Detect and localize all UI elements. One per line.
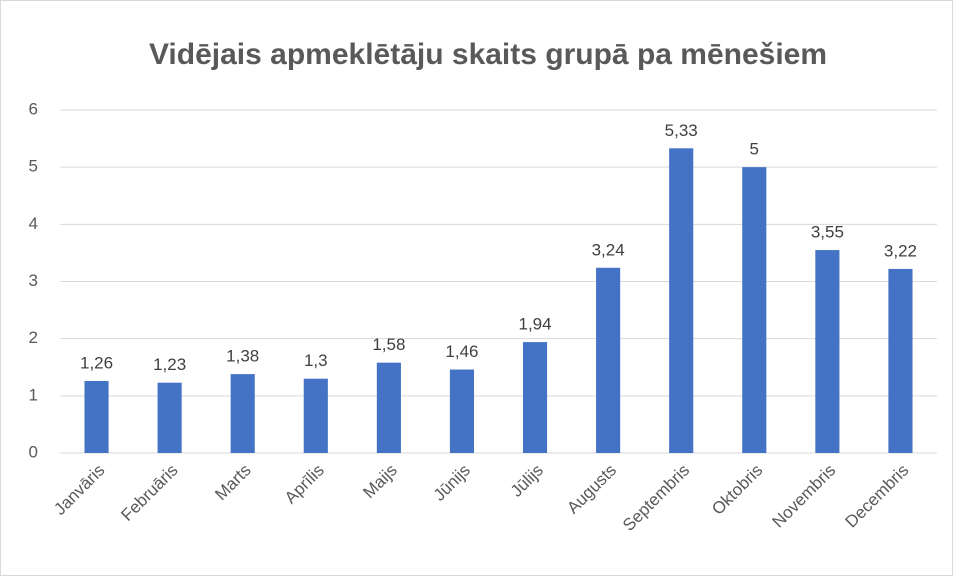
y-tick-label: 6: [29, 99, 38, 118]
bar: [230, 374, 255, 453]
bar: [742, 167, 767, 453]
data-label: 5: [750, 140, 759, 159]
data-label: 3,22: [884, 241, 917, 260]
data-label: 1,26: [80, 353, 113, 372]
chart-title: Vidējais apmeklētāju skaits grupā pa mēn…: [149, 38, 827, 71]
y-tick-label: 2: [29, 328, 38, 347]
bar: [522, 342, 548, 453]
data-label: 3,55: [811, 223, 844, 242]
bar: [815, 250, 840, 453]
bar: [888, 268, 913, 453]
bar: [376, 362, 401, 453]
data-label: 5,33: [665, 121, 698, 140]
y-tick-label: 3: [29, 271, 38, 290]
y-tick-label: 4: [29, 214, 38, 233]
bar: [669, 148, 694, 453]
y-tick-label: 5: [29, 157, 38, 176]
y-tick-label: 1: [29, 385, 38, 404]
data-label: 1,23: [153, 355, 186, 374]
bar: [303, 378, 328, 453]
bar: [449, 369, 475, 453]
data-label: 1,46: [445, 342, 478, 361]
bar: [157, 382, 182, 453]
bar: [84, 380, 109, 453]
data-label: 3,24: [592, 240, 625, 259]
data-label: 1,38: [226, 347, 259, 366]
y-tick-label: 0: [29, 442, 38, 461]
data-label: 1,58: [372, 335, 405, 354]
data-label: 1,94: [518, 315, 551, 334]
bar: [596, 267, 621, 453]
data-label: 1,3: [304, 351, 328, 370]
